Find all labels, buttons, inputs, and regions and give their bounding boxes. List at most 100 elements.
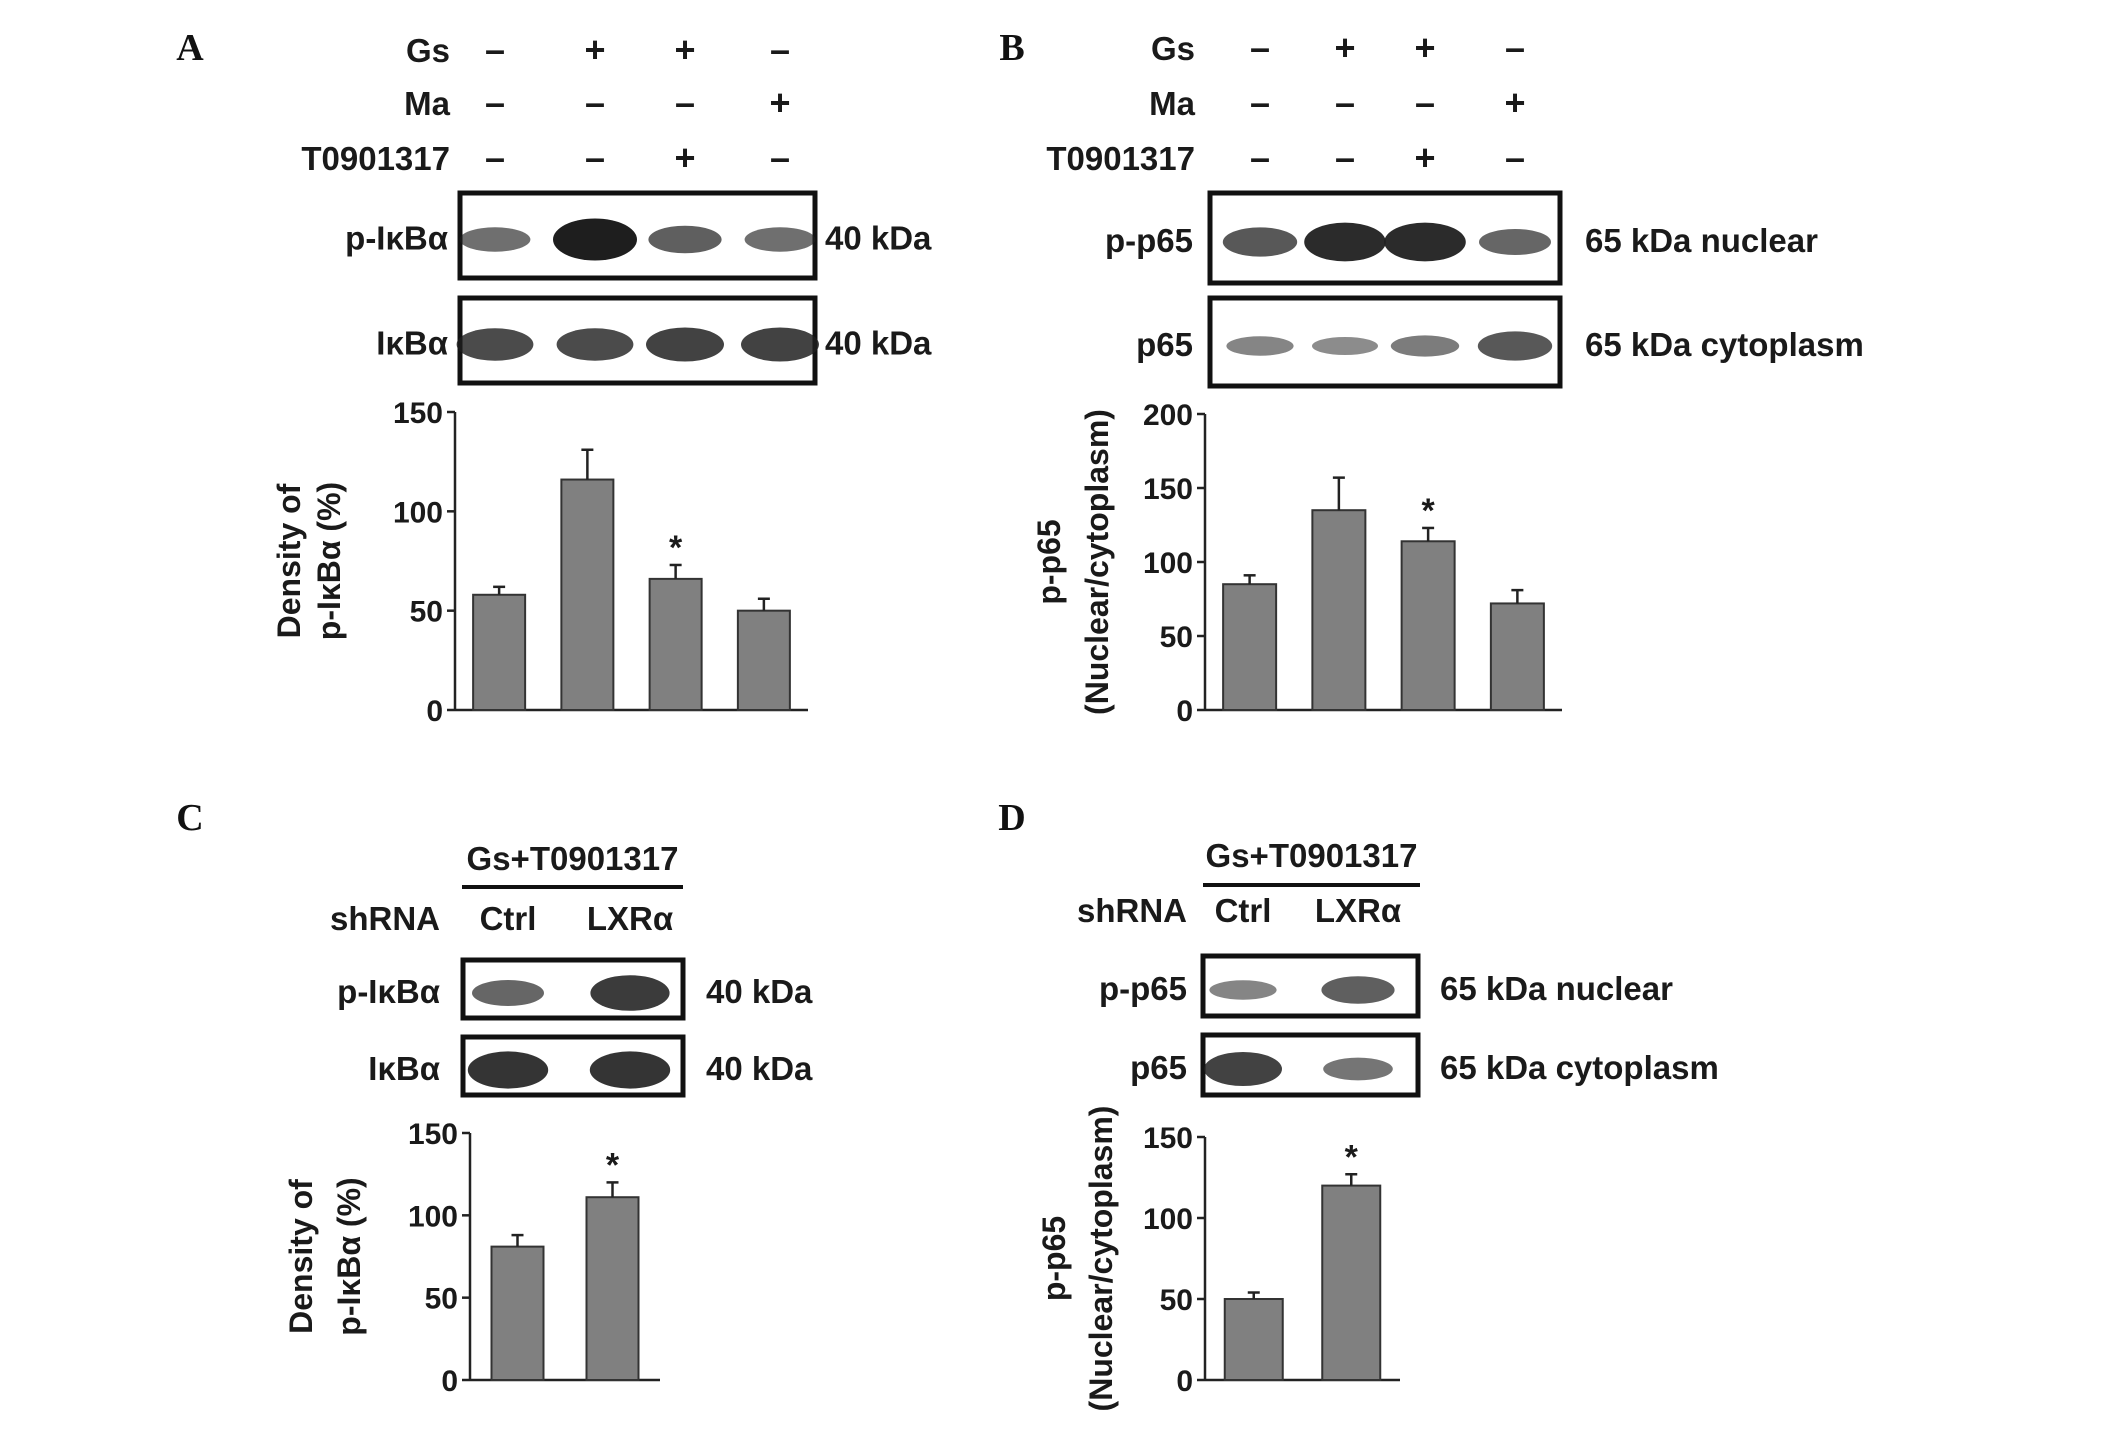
y-tick-label: 150 <box>393 397 443 430</box>
significance-marker: * <box>1422 492 1436 530</box>
condition-label: Gs+T0901317 <box>1206 837 1418 874</box>
blot-band <box>646 327 724 362</box>
y-tick-label: 100 <box>1143 547 1193 580</box>
bar <box>1222 583 1278 712</box>
treatment-sign: + <box>1334 27 1355 68</box>
treatment-sign: – <box>1335 137 1355 178</box>
treatment-sign: – <box>1505 27 1525 68</box>
blot-band <box>1321 976 1395 1004</box>
blot-band <box>1312 337 1378 355</box>
significance-marker: * <box>669 529 683 567</box>
blot-label: IκBα <box>376 325 448 362</box>
y-tick-label: 150 <box>1143 1122 1193 1155</box>
treatment-label-t0901317: T0901317 <box>301 140 450 177</box>
blot-size-label: 40 kDa <box>825 220 932 257</box>
y-tick-label: 50 <box>1160 1284 1193 1317</box>
y-axis-label: (Nuclear/cytoplasm) <box>1083 1106 1119 1412</box>
blot-size-label: 65 kDa cytoplasm <box>1585 326 1864 363</box>
shrna-label: shRNA <box>330 900 440 937</box>
y-tick-label: 100 <box>1143 1203 1193 1236</box>
blot-band <box>1226 336 1294 356</box>
blot-band <box>1477 331 1553 361</box>
blot-band <box>472 980 544 1006</box>
group-label: LXRα <box>587 900 673 937</box>
y-tick-label: 0 <box>426 695 443 728</box>
blot-size-label: 40 kDa <box>706 1050 813 1087</box>
treatment-sign: + <box>769 82 790 123</box>
blot-band <box>1204 1052 1282 1086</box>
blot-band <box>741 327 819 362</box>
blot-label: p-IκBα <box>345 220 448 257</box>
treatment-label-ma: Ma <box>1149 85 1195 122</box>
y-tick-label: 0 <box>441 1365 458 1398</box>
blot-size-label: 40 kDa <box>706 973 813 1010</box>
panel-d-letter: D <box>998 797 1025 839</box>
bar <box>585 1196 640 1381</box>
blot-label: p-IκBα <box>337 973 440 1010</box>
y-axis-label: Density of <box>283 1179 319 1334</box>
treatment-label-ma: Ma <box>404 85 450 122</box>
treatment-sign: – <box>485 137 505 178</box>
blot-band <box>589 1051 671 1089</box>
blot-band <box>553 218 637 261</box>
treatment-sign: – <box>1415 82 1435 123</box>
panel-b-letter: B <box>999 27 1024 69</box>
group-label: Ctrl <box>1215 892 1272 929</box>
blot-band <box>744 227 816 252</box>
y-tick-label: 200 <box>1143 399 1193 432</box>
bar <box>1223 1298 1284 1381</box>
blot-size-label: 40 kDa <box>825 325 932 362</box>
y-tick-label: 100 <box>408 1200 458 1233</box>
blot-band <box>459 227 531 252</box>
treatment-sign: – <box>675 82 695 123</box>
y-tick-label: 100 <box>393 496 443 529</box>
treatment-sign: + <box>1414 27 1435 68</box>
bar <box>490 1245 545 1381</box>
bar <box>560 478 615 711</box>
treatment-sign: – <box>485 29 505 70</box>
treatment-sign: – <box>1335 82 1355 123</box>
shrna-label: shRNA <box>1077 892 1187 929</box>
treatment-sign: – <box>585 82 605 123</box>
treatment-sign: + <box>1414 137 1435 178</box>
treatment-sign: + <box>674 29 695 70</box>
group-label: LXRα <box>1315 892 1401 929</box>
treatment-sign: – <box>1250 27 1270 68</box>
blot-size-label: 65 kDa nuclear <box>1585 222 1818 259</box>
blot-band <box>1222 227 1298 257</box>
panel-a-letter: A <box>176 27 204 69</box>
blot-band <box>556 328 634 361</box>
treatment-sign: – <box>1250 82 1270 123</box>
y-tick-label: 50 <box>1160 621 1193 654</box>
blot-size-label: 65 kDa cytoplasm <box>1440 1049 1719 1086</box>
treatment-label-t0901317: T0901317 <box>1046 140 1195 177</box>
blot-band <box>1479 229 1551 255</box>
treatment-sign: – <box>1250 137 1270 178</box>
blot-band <box>1304 222 1386 262</box>
treatment-sign: – <box>585 137 605 178</box>
y-axis-label: Density of <box>271 483 307 638</box>
y-axis-label: p-p65 <box>1036 1216 1072 1301</box>
panel-c-letter: C <box>176 797 203 839</box>
y-tick-label: 50 <box>410 596 443 629</box>
bar <box>472 593 527 711</box>
y-tick-label: 50 <box>425 1283 458 1316</box>
treatment-sign: – <box>770 137 790 178</box>
condition-label: Gs+T0901317 <box>467 840 679 877</box>
blot-band <box>456 328 534 361</box>
bar <box>1311 509 1367 712</box>
y-tick-label: 0 <box>1176 695 1193 728</box>
treatment-sign: + <box>674 137 695 178</box>
blot-band <box>1209 980 1277 1000</box>
blot-label: p65 <box>1136 326 1193 363</box>
y-tick-label: 0 <box>1176 1365 1193 1398</box>
treatment-sign: – <box>485 82 505 123</box>
treatment-sign: – <box>1505 137 1525 178</box>
y-tick-label: 150 <box>1143 473 1193 506</box>
blot-size-label: 65 kDa nuclear <box>1440 970 1673 1007</box>
bar <box>1321 1184 1382 1381</box>
bar <box>1400 540 1456 712</box>
blot-label: p65 <box>1130 1049 1187 1086</box>
significance-marker: * <box>1345 1138 1359 1176</box>
